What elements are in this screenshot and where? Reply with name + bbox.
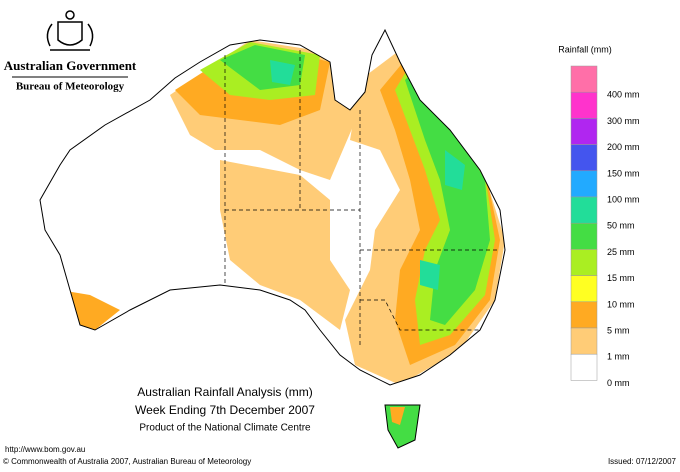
- legend-label: 150 mm: [607, 168, 640, 178]
- legend-label: 1 mm: [607, 352, 630, 362]
- legend-swatch: [570, 327, 598, 355]
- legend: 400 mm 300 mm 200 mm 150 mm 100 mm 50 mm 25 mm…: [570, 65, 640, 388]
- url[interactable]: http://www.bom.gov.au: [5, 445, 85, 454]
- legend-swatch: [570, 196, 598, 224]
- legend-label: 50 mm: [607, 221, 635, 231]
- legend-swatch: [570, 91, 598, 119]
- map-subtitle: Week Ending 7th December 2007: [135, 403, 315, 417]
- legend-label: 100 mm: [607, 194, 640, 204]
- government: Australian Government: [4, 58, 137, 73]
- legend-swatch: [570, 353, 598, 381]
- legend-swatch: [570, 170, 598, 198]
- legend-label: 25 mm: [607, 247, 635, 257]
- coat-of-arms: [46, 10, 94, 51]
- legend-swatch: [570, 249, 598, 276]
- map-credit: Product of the National Climate Centre: [139, 423, 311, 434]
- legend-title: Rainfall (mm): [558, 44, 612, 54]
- issued: Issued: 07/12/2007: [608, 457, 677, 466]
- legend-swatch: [570, 118, 598, 145]
- legend-label: 300 mm: [607, 116, 640, 126]
- copyright: © Commonwealth of Australia 2007, Austra…: [3, 457, 251, 466]
- legend-swatch: [570, 222, 598, 250]
- legend-label: 10 mm: [607, 299, 635, 309]
- legend-label: 0 mm: [607, 378, 630, 388]
- legend-swatch: [570, 301, 598, 329]
- bureau: Bureau of Meteorology: [16, 81, 125, 93]
- map-title: Australian Rainfall Analysis (mm): [137, 385, 312, 399]
- legend-swatch: [570, 65, 598, 93]
- legend-label: 400 mm: [607, 90, 640, 100]
- legend-swatch: [570, 144, 598, 172]
- legend-label: 5 mm: [607, 325, 630, 335]
- legend-swatch: [570, 275, 598, 303]
- legend-label: 15 mm: [607, 273, 635, 283]
- legend-label: 200 mm: [607, 142, 640, 152]
